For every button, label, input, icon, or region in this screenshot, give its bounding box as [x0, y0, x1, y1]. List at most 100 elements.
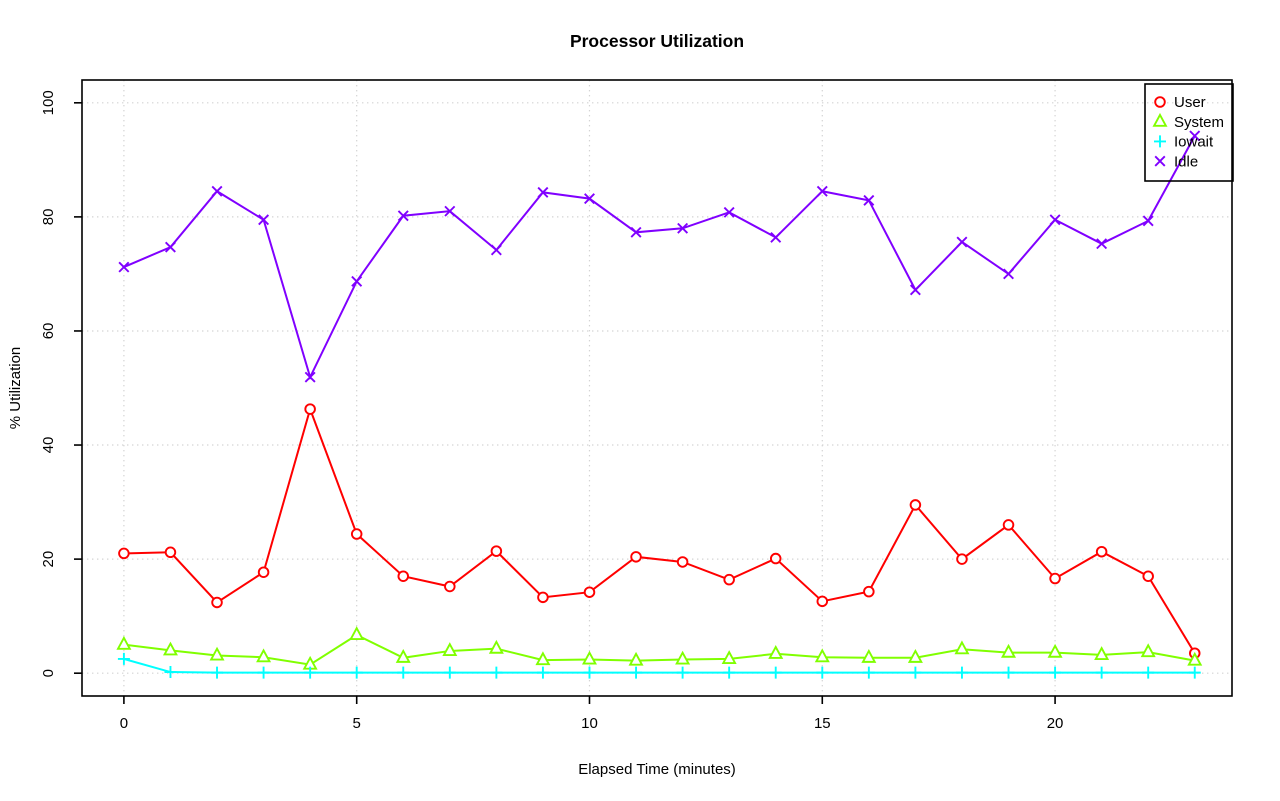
- data-point-x: [909, 284, 921, 296]
- data-point-plus: [443, 666, 456, 679]
- series-line: [123, 657, 1195, 674]
- series-layer: [116, 130, 1203, 679]
- data-point-plus: [862, 666, 875, 679]
- x-tick-label: 20: [1047, 715, 1064, 732]
- data-point-plus: [1142, 666, 1155, 679]
- data-point-x: [1003, 268, 1014, 280]
- series-line: [123, 405, 1196, 654]
- legend-item-iowait: Iowait: [1154, 134, 1214, 151]
- legend-layer: User System Iowait Idle: [1144, 83, 1234, 182]
- y-tick-label: 20: [40, 551, 57, 568]
- data-point-circle: [118, 547, 130, 560]
- series-idle: [118, 130, 1201, 383]
- data-point-circle: [164, 546, 177, 559]
- data-point-triangle: [488, 639, 504, 654]
- legend-item-user: User: [1154, 94, 1206, 111]
- data-point-triangle: [861, 648, 877, 663]
- data-point-x: [397, 210, 409, 222]
- data-point-plus: [211, 666, 224, 679]
- y-tick-label: 100: [40, 90, 57, 115]
- data-point-x: [1189, 130, 1201, 142]
- data-point-triangle: [209, 646, 225, 661]
- data-point-triangle: [907, 648, 923, 663]
- data-point-plus: [816, 666, 829, 679]
- data-point-x: [584, 193, 595, 205]
- data-point-triangle: [1140, 643, 1156, 658]
- data-point-x: [351, 275, 363, 287]
- data-point-x: [1154, 155, 1166, 167]
- data-point-triangle: [1001, 643, 1017, 658]
- data-point-triangle: [1047, 643, 1063, 658]
- data-point-plus: [1002, 666, 1015, 679]
- data-point-circle: [397, 570, 410, 582]
- data-point-plus: [490, 666, 503, 679]
- legend-label: User: [1174, 94, 1206, 111]
- data-point-circle: [490, 545, 503, 557]
- series-line: [123, 633, 1195, 666]
- axes-layer: 0 5 10 15 20 0 20 40 60 80 100: [40, 79, 1233, 732]
- data-point-x: [211, 185, 223, 197]
- y-tick-label: 80: [40, 209, 57, 226]
- data-point-x: [677, 222, 689, 234]
- data-point-triangle: [768, 644, 784, 659]
- data-point-circle: [863, 585, 875, 598]
- data-point-x: [956, 236, 968, 248]
- data-point-circle: [583, 586, 596, 598]
- legend-item-system: System: [1152, 112, 1224, 131]
- data-point-plus: [723, 666, 736, 679]
- data-point-plus: [397, 666, 410, 679]
- y-axis-title: % Utilization: [7, 347, 24, 430]
- data-point-circle: [350, 528, 363, 540]
- data-point-triangle: [442, 642, 458, 656]
- data-point-circle: [537, 591, 549, 604]
- data-point-x: [1142, 215, 1154, 227]
- data-point-plus: [350, 666, 363, 679]
- data-point-x: [444, 205, 456, 217]
- data-point-triangle: [954, 640, 970, 655]
- series-user: [118, 403, 1201, 659]
- data-point-plus: [676, 666, 689, 679]
- data-point-circle: [304, 403, 316, 415]
- data-point-plus: [1154, 135, 1166, 148]
- data-point-x: [118, 261, 130, 273]
- data-point-triangle: [395, 648, 411, 663]
- data-point-x: [1096, 238, 1108, 250]
- data-point-triangle: [116, 635, 132, 650]
- data-point-circle: [676, 556, 689, 568]
- data-point-triangle: [721, 650, 737, 664]
- data-point-circle: [257, 566, 270, 578]
- data-point-circle: [1142, 570, 1154, 582]
- data-point-x: [1049, 214, 1061, 226]
- data-point-x: [304, 371, 316, 383]
- data-point-plus: [1049, 666, 1062, 679]
- data-point-x: [164, 241, 176, 253]
- data-point-triangle: [628, 651, 644, 666]
- legend-box: [1144, 83, 1234, 182]
- data-point-circle: [211, 596, 223, 609]
- data-point-triangle: [1152, 112, 1168, 127]
- data-point-triangle: [535, 651, 551, 666]
- data-point-triangle: [814, 648, 830, 663]
- data-point-plus: [769, 666, 782, 679]
- data-point-circle: [816, 595, 829, 608]
- grid-layer: [82, 80, 1232, 696]
- data-point-plus: [117, 652, 130, 665]
- data-point-plus: [909, 666, 922, 679]
- data-point-plus: [257, 666, 270, 679]
- data-point-x: [770, 231, 782, 243]
- data-point-x: [863, 194, 875, 206]
- data-point-triangle: [256, 648, 272, 663]
- data-point-x: [723, 206, 735, 218]
- data-point-x: [537, 186, 549, 198]
- data-point-circle: [444, 580, 456, 593]
- series-iowait: [117, 652, 1201, 679]
- legend-label: Iowait: [1174, 134, 1214, 151]
- y-tick-label: 40: [40, 437, 57, 454]
- data-point-triangle: [349, 626, 365, 641]
- data-point-plus: [1188, 666, 1201, 679]
- data-point-circle: [1049, 572, 1061, 585]
- x-tick-label: 5: [353, 715, 361, 732]
- data-point-plus: [630, 666, 643, 679]
